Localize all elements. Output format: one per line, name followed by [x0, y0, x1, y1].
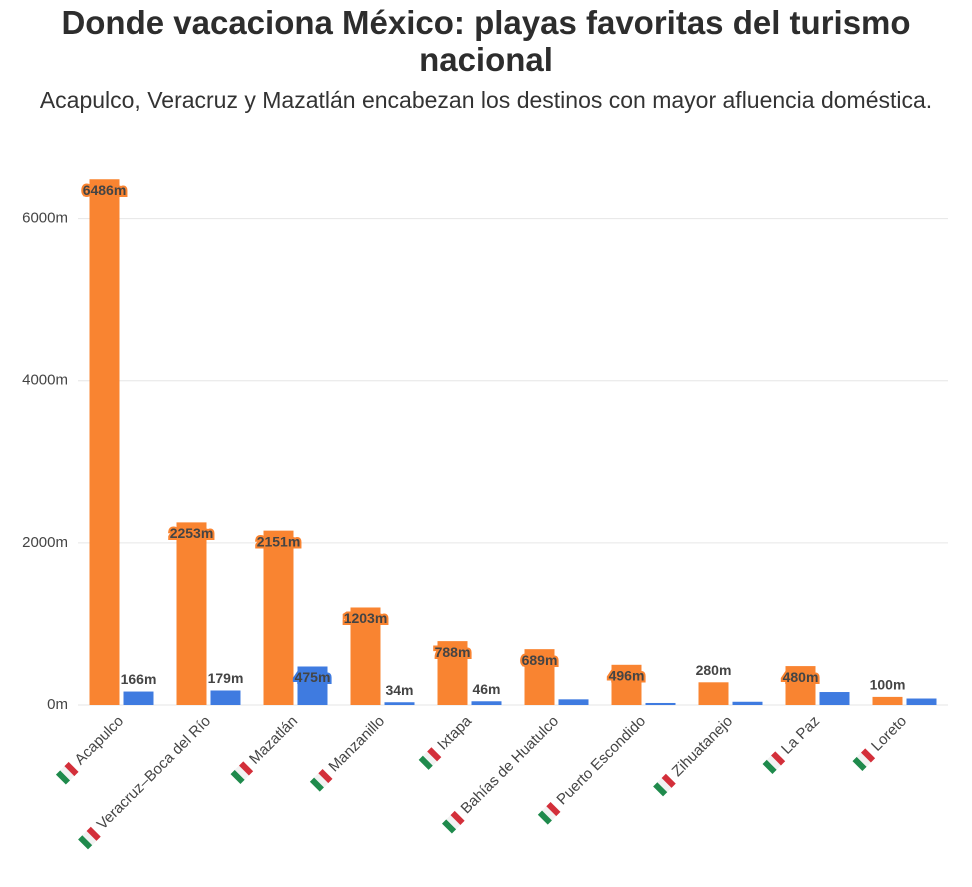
flag-green: [55, 770, 71, 785]
bar: [611, 664, 642, 705]
bar: [437, 641, 468, 705]
x-tick-label: La Paz: [778, 713, 823, 758]
bar: [645, 702, 676, 705]
flag-red: [318, 769, 333, 784]
data-label: 2253m: [170, 525, 214, 541]
flag-red: [546, 802, 561, 817]
flag-white: [856, 752, 871, 767]
data-label: 1203m: [344, 610, 388, 626]
x-tick: Mazatlán: [230, 713, 301, 784]
flag-white: [446, 815, 461, 830]
flag-white: [766, 755, 781, 770]
bar: [785, 666, 816, 705]
x-tick: La Paz: [762, 713, 823, 774]
data-label: 689m: [522, 652, 558, 668]
x-tick-label: Ixtapa: [434, 712, 475, 753]
flag-red: [239, 761, 254, 776]
data-label: 46m: [472, 681, 500, 697]
flag-green: [537, 810, 552, 825]
flag-green: [442, 819, 457, 834]
x-tick-label: Acapulco: [71, 713, 127, 769]
data-label: 2151m: [257, 533, 301, 549]
flag-red: [427, 747, 442, 762]
data-label: 6486m: [83, 182, 127, 198]
x-tick: Loreto: [852, 713, 910, 772]
x-tick-label: Loreto: [868, 713, 910, 755]
bar: [698, 682, 729, 705]
x-tick-label: Bahías de Huatulco: [458, 713, 563, 818]
x-tick-label: Puerto Escondido: [553, 713, 649, 809]
y-tick-label: 6000m: [22, 210, 68, 227]
flag-red: [64, 761, 79, 777]
flag-white: [60, 766, 75, 781]
flag-green: [230, 769, 245, 784]
data-label: 166m: [121, 671, 157, 687]
data-label: 100m: [870, 677, 906, 693]
y-tick-label: 4000m: [22, 372, 68, 389]
data-label: 480m: [783, 669, 819, 685]
data-label: 496m: [609, 667, 645, 683]
bar: [732, 701, 763, 705]
bar: [89, 179, 120, 705]
header: Donde vacaciona México: playas favoritas…: [20, 0, 952, 114]
bar: [384, 702, 415, 705]
x-tick-label: Zihuatanejo: [669, 713, 736, 780]
flag-white: [234, 765, 249, 780]
flag-green: [852, 756, 867, 772]
bar: [297, 666, 328, 705]
flag-green: [309, 777, 325, 792]
bar: [524, 649, 555, 705]
flag-green: [418, 755, 433, 770]
flag-green: [762, 759, 777, 774]
data-label: 34m: [385, 682, 413, 698]
x-tick: Manzanillo: [309, 713, 388, 792]
flag-green: [653, 782, 668, 797]
bar: [558, 699, 589, 705]
flag-white: [657, 777, 672, 793]
data-label: 280m: [696, 662, 732, 678]
y-tick-label: 2000m: [22, 534, 68, 551]
flag-red: [86, 826, 101, 841]
flag-green: [78, 835, 93, 850]
chart-subtitle: Acapulco, Veracruz y Mazatlán encabezan …: [39, 87, 933, 113]
flag-red: [661, 773, 676, 788]
y-tick-label: 0m: [47, 696, 68, 713]
flag-red: [771, 751, 786, 766]
bar: [210, 690, 241, 705]
flag-red: [860, 748, 876, 763]
data-label: 788m: [435, 644, 471, 660]
bar: [176, 522, 207, 705]
bar: [263, 530, 294, 705]
flag-white: [422, 751, 438, 766]
x-tick: Ixtapa: [418, 712, 476, 770]
bar: [872, 696, 903, 705]
x-tick: Acapulco: [55, 713, 127, 785]
bar: [350, 607, 381, 705]
bar: [906, 698, 937, 705]
bar: [471, 701, 502, 705]
bar: [819, 692, 850, 705]
data-label: 475m: [295, 669, 331, 685]
data-label: 179m: [208, 670, 244, 686]
flag-white: [82, 831, 97, 846]
flag-white: [542, 806, 557, 821]
x-tick: Zihuatanejo: [653, 713, 736, 797]
flag-white: [314, 773, 329, 788]
chart-title: Donde vacaciona México: playas favoritas…: [61, 4, 911, 78]
x-tick-label: Mazatlán: [246, 713, 301, 768]
bar: [123, 691, 154, 705]
flag-red: [450, 810, 465, 826]
x-tick-label: Manzanillo: [325, 713, 388, 776]
